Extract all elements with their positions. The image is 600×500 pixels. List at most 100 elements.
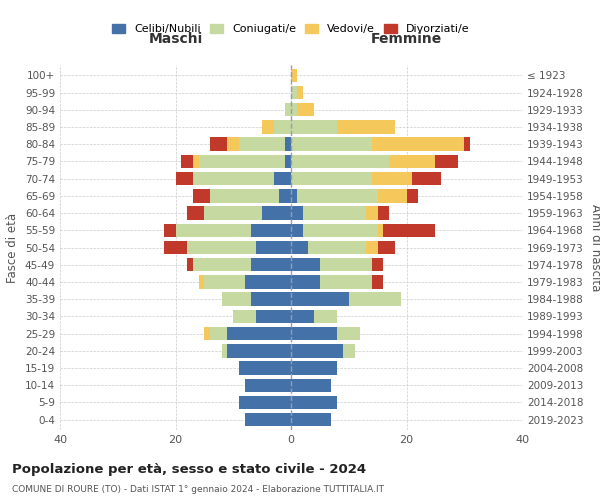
Bar (291, 258, 320, 272)
Bar (291, 206, 302, 220)
Bar (372, 172, 412, 186)
Bar (291, 396, 337, 409)
Bar (372, 138, 464, 151)
Bar (297, 189, 377, 202)
Bar (407, 189, 418, 202)
Bar (377, 241, 395, 254)
Bar (193, 154, 199, 168)
Bar (262, 206, 291, 220)
Bar (464, 138, 470, 151)
Bar (291, 189, 297, 202)
Bar (320, 275, 372, 288)
Bar (291, 172, 372, 186)
Bar (193, 189, 210, 202)
Legend: Celibi/Nubili, Coniugati/e, Vedovi/e, Divorziati/e: Celibi/Nubili, Coniugati/e, Vedovi/e, Di… (108, 20, 474, 39)
Bar (291, 138, 372, 151)
Bar (291, 224, 302, 237)
Bar (320, 258, 372, 272)
Bar (291, 86, 297, 100)
Bar (210, 327, 227, 340)
Bar (164, 241, 187, 254)
Bar (377, 224, 383, 237)
Text: Femmine: Femmine (371, 32, 442, 46)
Bar (297, 103, 314, 117)
Bar (193, 172, 274, 186)
Bar (233, 310, 256, 323)
Bar (164, 224, 176, 237)
Text: Popolazione per età, sesso e stato civile - 2024: Popolazione per età, sesso e stato civil… (12, 462, 366, 475)
Bar (343, 344, 355, 358)
Bar (239, 362, 291, 374)
Bar (239, 396, 291, 409)
Bar (227, 327, 291, 340)
Bar (291, 103, 297, 117)
Bar (210, 138, 227, 151)
Bar (366, 241, 377, 254)
Y-axis label: Anni di nascita: Anni di nascita (589, 204, 600, 291)
Bar (366, 206, 377, 220)
Bar (239, 138, 285, 151)
Bar (291, 378, 331, 392)
Bar (308, 241, 366, 254)
Bar (176, 172, 193, 186)
Bar (302, 206, 366, 220)
Text: COMUNE DI ROURE (TO) - Dati ISTAT 1° gennaio 2024 - Elaborazione TUTTITALIA.IT: COMUNE DI ROURE (TO) - Dati ISTAT 1° gen… (12, 485, 384, 494)
Bar (377, 189, 407, 202)
Bar (412, 172, 441, 186)
Bar (193, 258, 251, 272)
Bar (337, 120, 395, 134)
Bar (291, 292, 349, 306)
Bar (377, 206, 389, 220)
Bar (199, 275, 205, 288)
Bar (285, 154, 291, 168)
Bar (372, 275, 383, 288)
Bar (436, 154, 458, 168)
Bar (245, 378, 291, 392)
Bar (280, 189, 291, 202)
Bar (187, 206, 205, 220)
Bar (262, 120, 274, 134)
Bar (222, 344, 227, 358)
Bar (291, 154, 389, 168)
Bar (256, 310, 291, 323)
Bar (227, 138, 239, 151)
Bar (251, 258, 291, 272)
Bar (210, 189, 280, 202)
Bar (251, 292, 291, 306)
Bar (291, 275, 320, 288)
Bar (205, 206, 262, 220)
Bar (285, 103, 291, 117)
Bar (227, 344, 291, 358)
Bar (245, 413, 291, 426)
Bar (222, 292, 251, 306)
Bar (274, 120, 291, 134)
Bar (176, 224, 251, 237)
Bar (245, 275, 291, 288)
Bar (274, 172, 291, 186)
Y-axis label: Fasce di età: Fasce di età (7, 212, 19, 282)
Bar (205, 327, 210, 340)
Bar (383, 224, 436, 237)
Bar (187, 241, 256, 254)
Bar (205, 275, 245, 288)
Bar (291, 344, 343, 358)
Bar (291, 327, 337, 340)
Bar (291, 413, 331, 426)
Bar (291, 241, 308, 254)
Bar (256, 241, 291, 254)
Bar (291, 362, 337, 374)
Text: Maschi: Maschi (148, 32, 203, 46)
Bar (389, 154, 436, 168)
Bar (349, 292, 401, 306)
Bar (314, 310, 337, 323)
Bar (251, 224, 291, 237)
Bar (187, 258, 193, 272)
Bar (297, 86, 302, 100)
Bar (302, 224, 377, 237)
Bar (337, 327, 360, 340)
Bar (285, 138, 291, 151)
Bar (291, 120, 337, 134)
Bar (291, 310, 314, 323)
Bar (199, 154, 285, 168)
Bar (372, 258, 383, 272)
